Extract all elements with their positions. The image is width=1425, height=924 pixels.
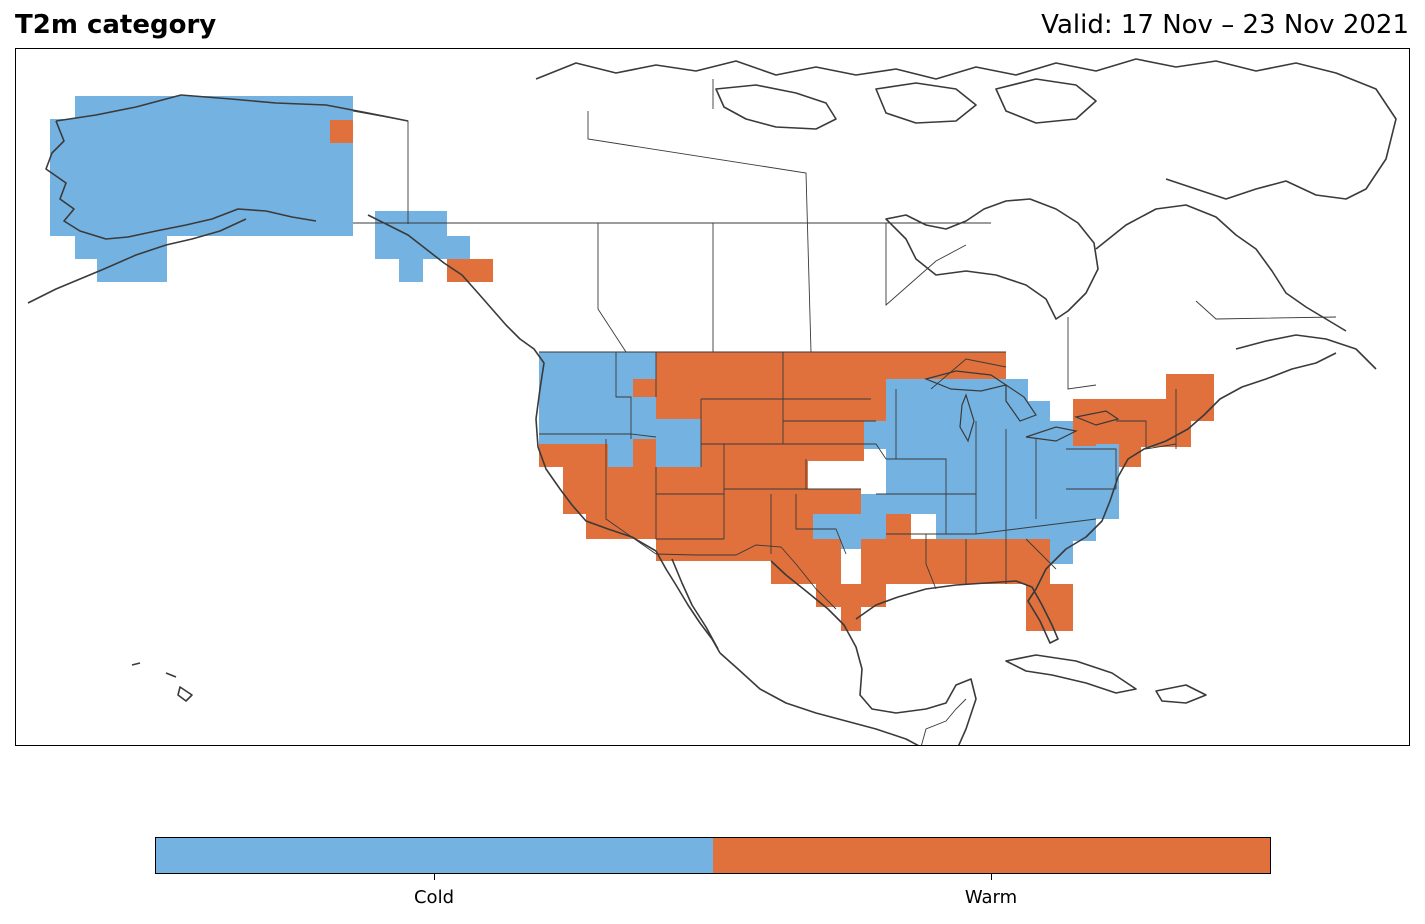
- legend-tick-warm: [991, 874, 992, 880]
- great-lakes: [924, 370, 1120, 443]
- legend-swatch-cold: [156, 838, 713, 873]
- legend-tick-cold: [434, 874, 435, 880]
- warm-region-southwest: [539, 439, 813, 561]
- cold-region-alaska: [50, 96, 353, 282]
- warm-region-bc-coast: [447, 259, 493, 282]
- warm-cell-upper-michigan: [981, 352, 1006, 379]
- map-panel: [15, 48, 1410, 746]
- legend-label-cold: Cold: [413, 887, 455, 908]
- legend-label-warm: Warm: [964, 887, 1018, 908]
- map-canvas: [27, 58, 1397, 745]
- legend-colorbar: [155, 837, 1271, 874]
- category-shading: [50, 96, 1214, 631]
- coastlines: [27, 58, 1397, 745]
- political-boundaries: [352, 79, 1337, 745]
- warm-region-south: [771, 514, 1073, 631]
- warm-region-plains: [633, 352, 981, 514]
- cold-region-northwest: [539, 352, 701, 467]
- map-title: T2m category: [15, 10, 217, 40]
- warm-cell-lake-ontario: [1073, 421, 1096, 446]
- legend-swatch-warm: [713, 838, 1270, 873]
- warm-region-northeast: [1073, 374, 1214, 467]
- warm-cell-yukon: [330, 120, 353, 143]
- valid-period: Valid: 17 Nov – 23 Nov 2021: [1041, 10, 1409, 40]
